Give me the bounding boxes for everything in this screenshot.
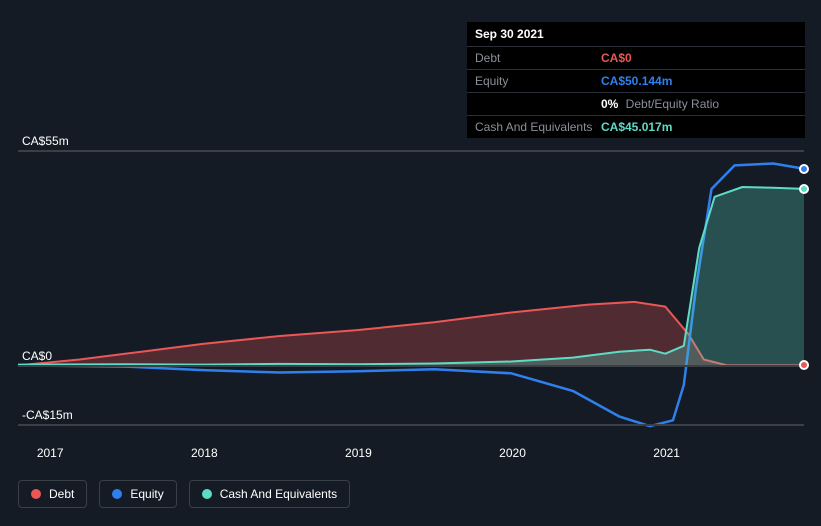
tooltip-value: 0% Debt/Equity Ratio: [601, 97, 797, 111]
legend-item-cash-and-equivalents[interactable]: Cash And Equivalents: [189, 480, 350, 508]
tooltip-value: CA$50.144m: [601, 74, 797, 88]
legend-item-debt[interactable]: Debt: [18, 480, 87, 508]
x-axis-label: 2020: [499, 446, 526, 460]
tooltip-row: DebtCA$0: [467, 47, 805, 70]
legend: Debt Equity Cash And Equivalents: [18, 480, 350, 508]
tooltip-value: CA$0: [601, 51, 797, 65]
financial-chart: Sep 30 2021 DebtCA$0EquityCA$50.144m0% D…: [0, 0, 821, 526]
tooltip-row: Cash And EquivalentsCA$45.017m: [467, 116, 805, 138]
tooltip-label: Cash And Equivalents: [475, 120, 601, 134]
gridline: [18, 424, 804, 426]
endpoint-cash: [799, 184, 809, 194]
tooltip-label: [475, 97, 601, 111]
plot-area: [18, 138, 804, 436]
chart-svg: [18, 138, 804, 436]
endpoint-equity: [799, 164, 809, 174]
x-axis-label: 2018: [191, 446, 218, 460]
chart-tooltip: Sep 30 2021 DebtCA$0EquityCA$50.144m0% D…: [467, 22, 805, 138]
y-axis-label: CA$0: [22, 349, 52, 363]
tooltip-label: Debt: [475, 51, 601, 65]
x-axis-label: 2019: [345, 446, 372, 460]
legend-swatch-icon: [112, 489, 122, 499]
legend-swatch-icon: [202, 489, 212, 499]
legend-label: Debt: [49, 487, 74, 501]
legend-swatch-icon: [31, 489, 41, 499]
y-axis-label: -CA$15m: [22, 408, 73, 422]
tooltip-row: 0% Debt/Equity Ratio: [467, 93, 805, 116]
tooltip-date: Sep 30 2021: [467, 22, 805, 47]
x-axis-label: 2021: [653, 446, 680, 460]
y-axis-label: CA$55m: [22, 134, 69, 148]
legend-label: Cash And Equivalents: [220, 487, 337, 501]
tooltip-row: EquityCA$50.144m: [467, 70, 805, 93]
gridline: [18, 365, 804, 367]
gridline: [18, 150, 804, 152]
legend-item-equity[interactable]: Equity: [99, 480, 176, 508]
legend-label: Equity: [130, 487, 163, 501]
endpoint-debt: [799, 360, 809, 370]
x-axis-label: 2017: [37, 446, 64, 460]
tooltip-value: CA$45.017m: [601, 120, 797, 134]
tooltip-label: Equity: [475, 74, 601, 88]
series-line-equity: [18, 164, 804, 427]
